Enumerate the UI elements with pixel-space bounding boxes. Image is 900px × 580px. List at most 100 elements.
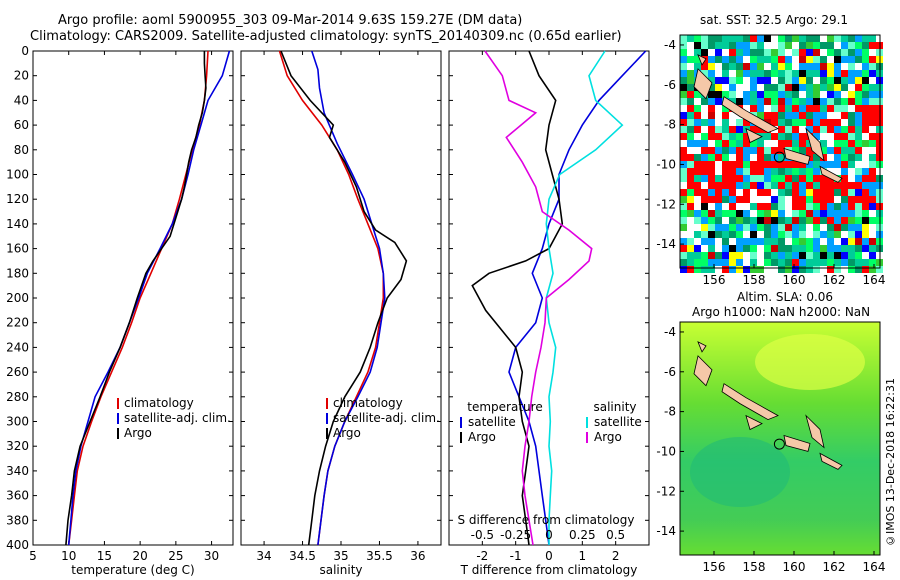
s-tick-label: 0.25 bbox=[569, 528, 596, 542]
map-cell bbox=[848, 203, 855, 210]
map-cell bbox=[862, 168, 869, 175]
map-cell bbox=[708, 77, 715, 84]
island bbox=[805, 414, 825, 449]
map-cell bbox=[736, 91, 743, 98]
map-cell bbox=[848, 196, 855, 203]
map-cell bbox=[701, 126, 708, 133]
map-cell bbox=[862, 56, 869, 63]
map-cell bbox=[757, 56, 764, 63]
map-cell bbox=[862, 231, 869, 238]
map-cell bbox=[750, 238, 757, 245]
map-cell bbox=[820, 126, 827, 133]
map-cell bbox=[708, 147, 715, 154]
map-cell bbox=[834, 63, 841, 70]
map-cell bbox=[862, 182, 869, 189]
map-cell bbox=[722, 182, 729, 189]
map-cell bbox=[806, 126, 813, 133]
map-cell bbox=[792, 70, 799, 77]
x-tick-label: 34 bbox=[256, 549, 271, 563]
map-cell bbox=[848, 63, 855, 70]
map-cell bbox=[813, 217, 820, 224]
map-cell bbox=[785, 259, 792, 266]
map-cell bbox=[834, 42, 841, 49]
map-cell bbox=[778, 77, 785, 84]
map-cell bbox=[764, 154, 771, 161]
imos-credit: ©IMOS 13-Dec-2018 16:22:31 bbox=[884, 378, 897, 547]
map-cell bbox=[785, 56, 792, 63]
x-tick-label: 36 bbox=[410, 549, 425, 563]
map-cell bbox=[820, 77, 827, 84]
map-cell bbox=[736, 35, 743, 42]
map-cell bbox=[820, 63, 827, 70]
map-cell bbox=[680, 252, 687, 259]
y-tick-label: 300 bbox=[6, 415, 29, 429]
map-cell bbox=[813, 189, 820, 196]
map-cell bbox=[743, 224, 750, 231]
map-cell bbox=[827, 189, 834, 196]
map-cell bbox=[855, 217, 862, 224]
map-cell bbox=[848, 147, 855, 154]
map-cell bbox=[743, 161, 750, 168]
map-cell bbox=[694, 259, 701, 266]
map-cell bbox=[778, 112, 785, 119]
map-cell bbox=[701, 98, 708, 105]
legend-label: satellite bbox=[468, 415, 516, 429]
x-tick-label: 34.5 bbox=[289, 549, 316, 563]
map-cell bbox=[736, 231, 743, 238]
map-cell bbox=[869, 35, 876, 42]
map-cell bbox=[806, 77, 813, 84]
map-cell bbox=[708, 84, 715, 91]
map-cell bbox=[743, 98, 750, 105]
map-cell bbox=[862, 266, 869, 273]
map-cell bbox=[701, 35, 708, 42]
map-cell bbox=[841, 63, 848, 70]
map-cell bbox=[764, 70, 771, 77]
x-tick-label: 10 bbox=[61, 549, 76, 563]
map-cell bbox=[722, 217, 729, 224]
map-cell bbox=[701, 259, 708, 266]
map-cell bbox=[841, 112, 848, 119]
y-tick-label: 180 bbox=[6, 266, 29, 280]
map-cell bbox=[792, 91, 799, 98]
map-cell bbox=[708, 140, 715, 147]
map-cell bbox=[792, 224, 799, 231]
map-cell bbox=[757, 175, 764, 182]
map-cell bbox=[806, 105, 813, 112]
map-cell bbox=[862, 217, 869, 224]
map-cell bbox=[736, 140, 743, 147]
map-cell bbox=[855, 238, 862, 245]
map-cell bbox=[680, 98, 687, 105]
map-x-tick-label: 162 bbox=[823, 273, 846, 287]
series-line-argo bbox=[65, 51, 207, 546]
map-cell bbox=[820, 252, 827, 259]
map-x-tick-label: 160 bbox=[783, 273, 806, 287]
map-cell bbox=[771, 189, 778, 196]
map-cell bbox=[680, 231, 687, 238]
map-cell bbox=[806, 140, 813, 147]
map-cell bbox=[834, 238, 841, 245]
map-cell bbox=[701, 196, 708, 203]
map-cell bbox=[855, 105, 862, 112]
map-cell bbox=[750, 70, 757, 77]
map-cell bbox=[687, 63, 694, 70]
map-cell bbox=[729, 98, 736, 105]
island bbox=[783, 434, 811, 452]
map-cell bbox=[827, 112, 834, 119]
map-cell bbox=[869, 189, 876, 196]
map-cell bbox=[841, 203, 848, 210]
map-cell bbox=[813, 154, 820, 161]
map-cell bbox=[687, 189, 694, 196]
map-cell bbox=[708, 168, 715, 175]
map-cell bbox=[855, 154, 862, 161]
map-cell bbox=[869, 245, 876, 252]
map-cell bbox=[694, 35, 701, 42]
map-cell bbox=[715, 224, 722, 231]
x-axis-label: salinity bbox=[319, 563, 362, 577]
map-cell bbox=[848, 49, 855, 56]
map-cell bbox=[750, 245, 757, 252]
map-cell bbox=[848, 189, 855, 196]
map-cell bbox=[778, 56, 785, 63]
map-cell bbox=[855, 119, 862, 126]
map-x-tick-label: 158 bbox=[743, 273, 766, 287]
map-cell bbox=[715, 133, 722, 140]
